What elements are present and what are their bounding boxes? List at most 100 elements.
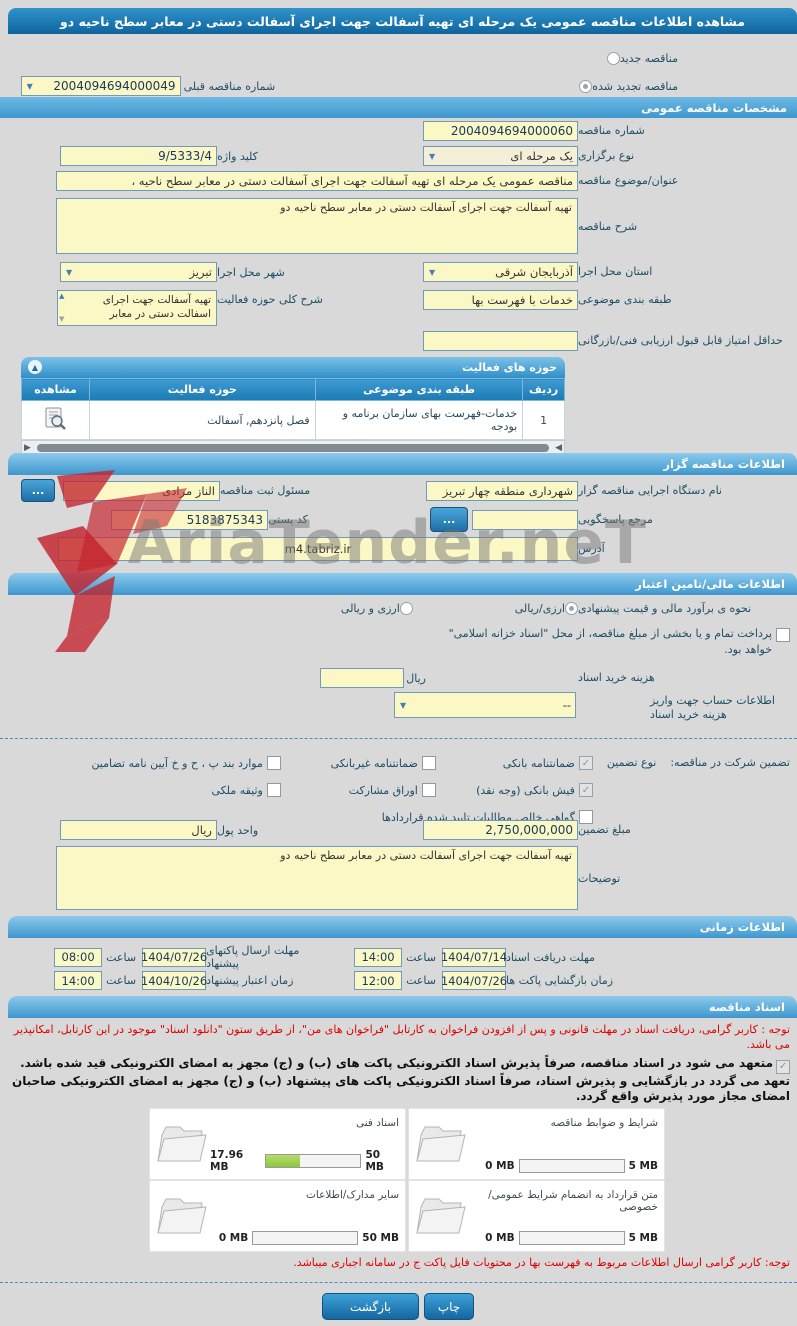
chevron-down-icon: ▼ xyxy=(26,81,33,91)
tender-number-field[interactable]: 2004094694000060 xyxy=(423,121,578,141)
row-type-keyword: نوع برگزاری یک مرحله ای ▼ کلید واژه 9/53… xyxy=(7,146,790,166)
offer-submit-date[interactable]: 1404/07/26 xyxy=(141,947,207,967)
both-currency-label: ارزی و ریالی xyxy=(340,602,400,616)
scroll-right-icon[interactable]: ▶ xyxy=(24,442,31,453)
divider-dashed xyxy=(0,1282,797,1283)
bylaw-items-checkbox[interactable] xyxy=(266,756,281,770)
page-title: مشاهده اطلاعات مناقصه عمومی یک مرحله ای … xyxy=(59,13,746,29)
doc-fee-field[interactable] xyxy=(320,668,405,688)
row-tender-number: شماره مناقصه 2004094694000060 xyxy=(7,121,790,141)
back-button[interactable]: بازگشت xyxy=(322,1293,419,1320)
row-treasury: پرداخت تمام و یا بخشی از مبلغ مناقصه، از… xyxy=(434,626,790,658)
address-field[interactable]: m4.tabriz.ir xyxy=(58,537,578,561)
file-box-contract[interactable]: متن قرارداد به انضمام شرایط عمومی/خصوصی … xyxy=(408,1180,665,1252)
city-label: شهر محل اجرا xyxy=(217,265,285,279)
doc-receipt-deadline-label: مهلت دریافت اسناد xyxy=(506,950,595,964)
envelope-opening-label: زمان بازگشایی پاکت ها xyxy=(506,974,614,987)
collapse-icon[interactable]: ▲ xyxy=(28,360,42,374)
nonbank-guarantee-label: ضمانتنامه غیربانکی xyxy=(330,756,418,770)
col-index: ردیف xyxy=(522,378,565,401)
new-tender-radio[interactable] xyxy=(606,52,620,65)
min-score-field[interactable] xyxy=(423,331,578,351)
activity-scroll-field[interactable]: تهیه آسفالت جهت اجرای اسفالت دستی در معا… xyxy=(57,290,217,326)
button-row: چاپ بازگشت xyxy=(7,1293,790,1320)
view-row-cell[interactable] xyxy=(21,400,90,440)
agency-picker-button[interactable]: ... xyxy=(21,479,55,502)
both-currency-radio[interactable] xyxy=(399,602,413,616)
postal-field[interactable]: 5183875343 xyxy=(111,509,268,530)
notes-label: توضیحات xyxy=(578,872,621,885)
bank-deposit-checkbox[interactable]: ✓ xyxy=(578,783,593,797)
category-label: طبقه بندی موضوعی xyxy=(578,293,672,306)
agency-field[interactable]: شهرداری منطقه چهار تبریز xyxy=(426,480,578,501)
offer-validity-time[interactable]: 14:00 xyxy=(54,971,103,990)
currency-field[interactable]: ریال xyxy=(60,820,217,840)
rial-unit-label: ریال xyxy=(406,671,426,685)
renewed-tender-radio[interactable] xyxy=(579,79,593,93)
file-box-label: سایر مدارک/اطلاعات xyxy=(306,1189,399,1201)
file-box-label: متن قرارداد به انضمام شرایط عمومی/خصوصی xyxy=(488,1189,658,1213)
account-select[interactable]: -- ▼ xyxy=(394,692,576,718)
envelope-opening-date[interactable]: 1404/07/26 xyxy=(441,971,507,990)
bank-guarantee-checkbox[interactable]: ✓ xyxy=(578,756,593,770)
guarantee-col-2: ضمانتنامه غیربانکی اوراق مشارکت xyxy=(311,756,436,797)
file-box-terms[interactable]: شرایط و ضوابط مناقصه 0 MB 5 MB xyxy=(408,1108,665,1180)
reference-field[interactable] xyxy=(472,509,578,530)
offer-validity-date[interactable]: 1404/10/26 xyxy=(141,971,207,990)
city-select[interactable]: تبریز ▼ xyxy=(60,262,217,282)
doc-receipt-date[interactable]: 1404/07/14 xyxy=(441,947,507,967)
activity-panel-header: حوزه های فعالیت ▲ xyxy=(21,357,565,378)
divider-dashed xyxy=(0,738,797,739)
guarantee-block: تضمین شرکت در مناقصه: نوع تضمین ✓ ضمانتن… xyxy=(7,756,790,824)
folder-icon xyxy=(157,1126,207,1162)
treasury-note: پرداخت تمام و یا بخشی از مبلغ مناقصه، از… xyxy=(448,627,772,656)
guarantee-col-1: ✓ ضمانتنامه بانکی ✓ فیش بانکی (وجه نقد) … xyxy=(382,756,593,824)
subject-field[interactable]: مناقصه عمومی یک مرحله ای تهیه آسفالت جهت… xyxy=(56,171,578,191)
col-view: مشاهده xyxy=(21,378,90,401)
description-textarea[interactable]: تهیه آسفالت جهت اجرای آسفالت دستی در معا… xyxy=(56,198,578,254)
type-select[interactable]: یک مرحله ای ▼ xyxy=(423,146,578,166)
envelope-opening-time[interactable]: 12:00 xyxy=(354,971,403,990)
doc-receipt-time[interactable]: 14:00 xyxy=(354,947,403,967)
treasury-checkbox[interactable] xyxy=(776,628,790,642)
offer-submit-time[interactable]: 08:00 xyxy=(54,947,103,967)
prev-number-select[interactable]: 2004094694000049 ▼ xyxy=(20,76,181,96)
bonds-checkbox[interactable] xyxy=(421,783,436,797)
commitment-checkbox[interactable]: ✓ xyxy=(776,1059,790,1074)
folder-icon xyxy=(416,1198,466,1234)
scroll-up-icon[interactable]: ▲ xyxy=(59,292,65,300)
row-location: استان محل اجرا آذربایجان شرقی ▼ شهر محل … xyxy=(7,262,790,282)
rial-currency-radio[interactable] xyxy=(565,602,578,616)
file-box-other[interactable]: سایر مدارک/اطلاعات 0 MB 50 MB xyxy=(149,1180,406,1252)
file-box-technical[interactable]: اسناد فنی 17.96 MB 50 MB xyxy=(149,1108,406,1180)
view-document-icon[interactable] xyxy=(42,406,68,432)
scrollbar-thumb[interactable] xyxy=(36,443,550,452)
nonbank-guarantee-checkbox[interactable] xyxy=(421,756,436,770)
col-field: حوزه فعالیت xyxy=(88,378,316,401)
scroll-left-icon[interactable]: ◀ xyxy=(555,442,562,453)
radio-renewed-label: مناقصه تجدید شده xyxy=(592,79,678,93)
net-claims-checkbox[interactable] xyxy=(578,810,593,824)
guarantee-amount-field[interactable]: 2,750,000,000 xyxy=(423,820,578,840)
province-select[interactable]: آذربایجان شرقی ▼ xyxy=(423,262,578,282)
row-guarantee-amount: مبلغ تضمین 2,750,000,000 واحد پول ریال xyxy=(7,820,790,840)
category-field[interactable]: خدمات با فهرست بها xyxy=(423,290,578,310)
section-bar-schedule: اطلاعات زمانی xyxy=(8,916,797,938)
province-label: استان محل اجرا xyxy=(578,265,653,279)
print-button[interactable]: چاپ xyxy=(424,1293,474,1320)
footer-note: توجه: کاربر گرامی ارسال اطلاعات مربوط به… xyxy=(293,1256,790,1269)
registrar-field[interactable]: الناز مرادی xyxy=(63,480,220,501)
reference-picker-button[interactable]: ... xyxy=(430,507,468,532)
row-min-score: حداقل امتیاز قابل قبول ارزیابی فنی/بازرگ… xyxy=(7,331,790,351)
keyword-field[interactable]: 9/5333/4 xyxy=(60,146,217,166)
row-doc-fee: هزینه خرید اسناد ریال xyxy=(7,668,790,688)
estate-collateral-checkbox[interactable] xyxy=(266,783,281,797)
radio-new-label: مناقصه جدید xyxy=(619,52,678,65)
section-bar-financial: اطلاعات مالی/تامین اعتبار xyxy=(8,573,797,595)
doc-fee-label: هزینه خرید اسناد xyxy=(578,671,655,685)
account-label: اطلاعات حساب جهت واریز هزینه خرید اسناد xyxy=(650,694,775,721)
scroll-down-icon[interactable]: ▼ xyxy=(59,314,65,323)
progress-track xyxy=(518,1159,625,1173)
notes-textarea[interactable]: تهیه آسفالت جهت اجرای آسفالت دستی در معا… xyxy=(56,846,578,910)
estate-collateral-label: وثیقه ملکی xyxy=(211,783,263,797)
